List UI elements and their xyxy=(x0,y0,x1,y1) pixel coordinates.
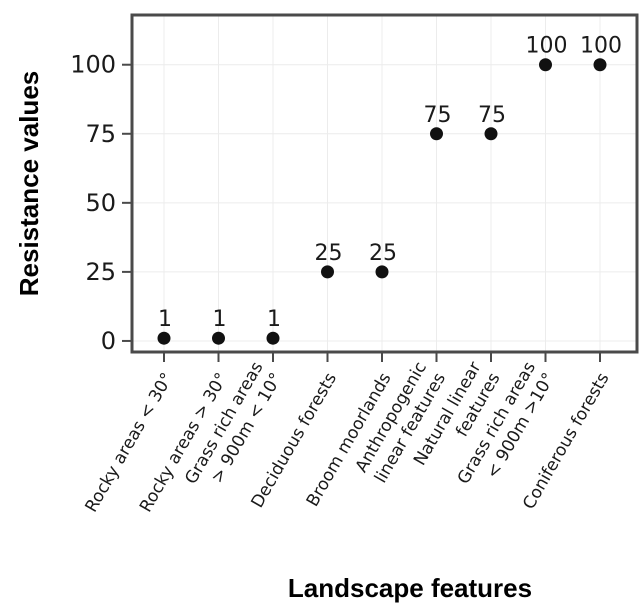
data-point xyxy=(430,127,443,141)
y-tick-label: 0 xyxy=(101,327,116,355)
y-tick-label: 50 xyxy=(85,189,116,217)
data-label: 1 xyxy=(267,307,281,332)
data-point xyxy=(266,331,280,345)
data-label: 75 xyxy=(478,103,506,128)
data-point xyxy=(539,58,552,72)
y-tick-label: 100 xyxy=(70,51,116,79)
data-point xyxy=(375,265,389,279)
data-point xyxy=(484,127,498,141)
data-point xyxy=(157,331,171,345)
data-label: 100 xyxy=(526,34,568,59)
data-label: 1 xyxy=(158,307,172,332)
data-label: 25 xyxy=(369,241,397,266)
grid-lines xyxy=(132,15,637,352)
data-point xyxy=(212,331,225,345)
data-label: 75 xyxy=(424,103,452,128)
y-tick-label: 25 xyxy=(85,258,116,286)
y-axis-title: Resistance values xyxy=(14,71,44,296)
data-point xyxy=(321,265,334,279)
y-axis: 0 25 50 75 100 xyxy=(70,51,132,355)
data-points xyxy=(157,58,607,345)
plot-frame xyxy=(130,13,639,354)
x-axis: Rocky areas < 30°Rocky areas > 30°Grass … xyxy=(81,352,614,516)
data-labels: 1 1 1 25 25 75 75 100 100 xyxy=(158,34,622,332)
data-label: 25 xyxy=(315,241,343,266)
data-label: 1 xyxy=(213,307,227,332)
data-point xyxy=(593,58,607,72)
y-tick-label: 75 xyxy=(85,120,116,148)
data-label: 100 xyxy=(580,34,622,59)
x-axis-title: Landscape features xyxy=(288,573,532,603)
